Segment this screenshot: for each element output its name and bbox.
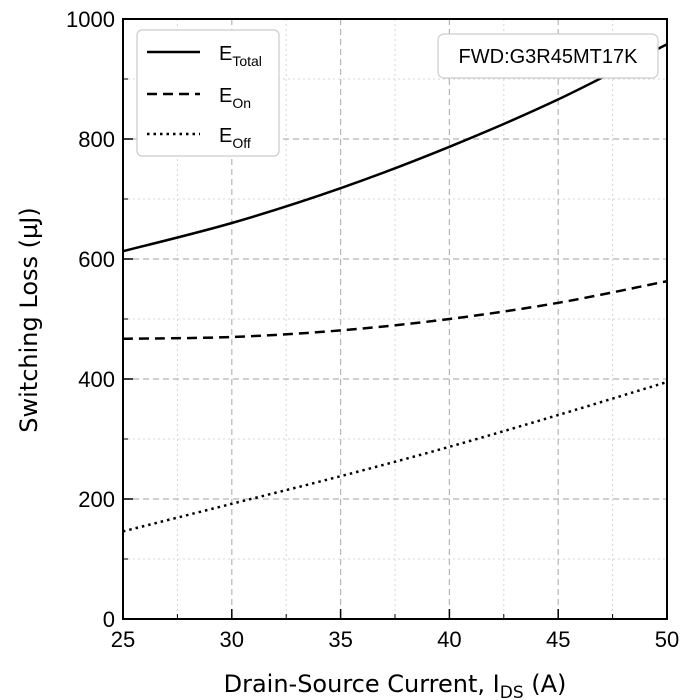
legend: ETotal EOn EOff (136, 29, 280, 157)
x-tick-label: 50 (655, 627, 679, 652)
y-tick-label: 200 (78, 487, 115, 512)
x-axis-title: Drain-Source Current, IDS (A) (224, 670, 567, 700)
y-tick-label: 0 (103, 607, 115, 632)
series-line-eoff (123, 380, 667, 533)
y-tick-label: 1000 (66, 7, 115, 32)
x-tick-label: 35 (328, 627, 352, 652)
x-tick-label: 40 (437, 627, 461, 652)
axis-ticks: 25 30 35 40 45 50 0 200 400 600 800 1000 (66, 7, 679, 652)
y-tick-label: 400 (78, 367, 115, 392)
x-tick-label: 45 (546, 627, 570, 652)
series-line-etotal (123, 43, 667, 253)
x-tick-label: 25 (111, 627, 135, 652)
legend-box (136, 29, 280, 157)
y-tick-label: 600 (78, 247, 115, 272)
y-axis-title: Switching Loss (µJ) (15, 207, 43, 432)
series-line-eon (123, 279, 667, 341)
annotation-box (437, 33, 659, 79)
grid-lines (123, 19, 667, 619)
legend-label-eoff: EOff (219, 125, 251, 151)
y-tick-label: 800 (78, 127, 115, 152)
annotation-text: FWD:G3R45MT17K (459, 46, 639, 68)
annotation: FWD:G3R45MT17K (437, 33, 659, 79)
series-lines (123, 43, 667, 533)
legend-label-eon: EOn (219, 85, 251, 111)
legend-label-etotal: ETotal (219, 43, 262, 69)
x-tick-label: 30 (220, 627, 244, 652)
